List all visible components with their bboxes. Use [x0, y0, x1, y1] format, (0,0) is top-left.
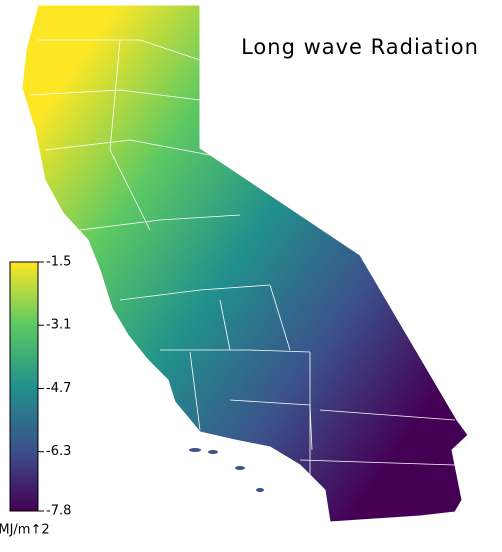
county-lines: [29, 39, 456, 520]
state-map: [21, 4, 469, 523]
colorbar-unit: MJ/m↑2: [0, 523, 50, 538]
colorbar-tick-label: -3.1: [46, 318, 71, 333]
colorbar-tick-label: -1.5: [46, 255, 71, 270]
colorbar-tick-label: -6.3: [46, 444, 71, 459]
colorbar-tick-label: -7.8: [46, 504, 71, 519]
map-title: Long wave Radiation: [241, 35, 479, 59]
islands: [189, 448, 264, 492]
colorbar-tick-label: -4.7: [46, 381, 71, 396]
colorbar: [9, 261, 39, 512]
